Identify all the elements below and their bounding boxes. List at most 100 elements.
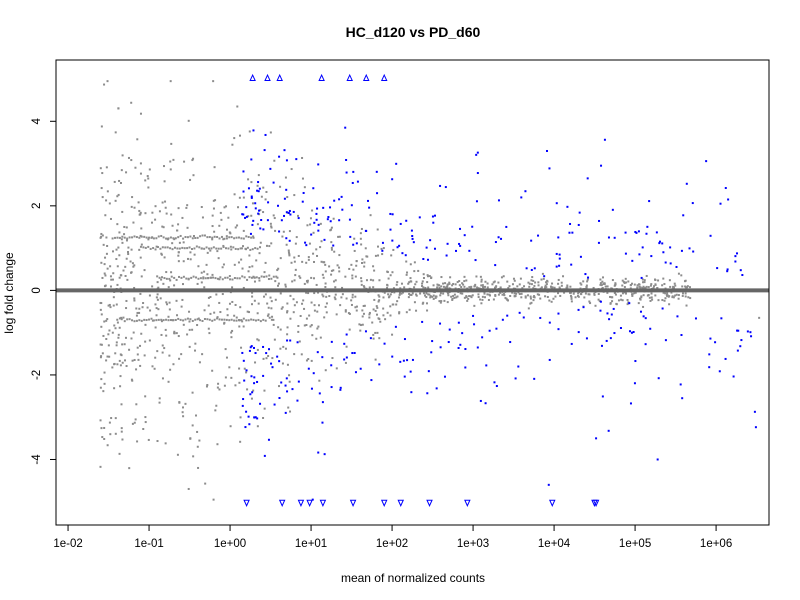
data-point-significant (353, 351, 356, 354)
data-point-nonsignificant (673, 282, 676, 285)
data-point-nonsignificant (459, 292, 462, 295)
data-point-nonsignificant (115, 258, 118, 261)
data-point-nonsignificant (320, 260, 323, 263)
data-point-significant (249, 393, 252, 396)
data-point-nonsignificant (125, 226, 128, 229)
data-point-nonsignificant (317, 291, 320, 294)
clipped-high-marker (362, 73, 370, 82)
data-point-nonsignificant (656, 286, 659, 289)
data-point-significant (430, 351, 433, 354)
data-point-nonsignificant (219, 311, 222, 314)
data-point-nonsignificant (196, 236, 199, 239)
data-point-significant (736, 329, 739, 332)
x-tick-label: 1e+02 (376, 538, 408, 550)
data-point-nonsignificant (373, 298, 376, 301)
data-point-nonsignificant (118, 231, 121, 234)
data-point-nonsignificant (114, 199, 117, 202)
data-point-nonsignificant (100, 427, 103, 430)
data-point-nonsignificant (170, 213, 173, 216)
data-point-nonsignificant (247, 270, 250, 273)
data-point-nonsignificant (294, 268, 297, 271)
data-point-significant (411, 237, 414, 240)
data-point-nonsignificant (488, 293, 491, 296)
data-point-significant (587, 276, 590, 279)
data-point-nonsignificant (638, 283, 641, 286)
data-point-nonsignificant (258, 277, 261, 280)
data-point-nonsignificant (186, 247, 189, 250)
data-point-nonsignificant (286, 333, 289, 336)
data-point-nonsignificant (362, 312, 365, 315)
data-point-nonsignificant (469, 286, 472, 289)
data-point-significant (501, 318, 504, 321)
data-point-nonsignificant (108, 421, 111, 424)
data-point-nonsignificant (311, 209, 314, 212)
data-point-nonsignificant (499, 291, 502, 294)
data-point-nonsignificant (123, 233, 126, 236)
data-point-significant (253, 382, 256, 385)
data-point-nonsignificant (123, 236, 126, 239)
data-point-significant (726, 270, 729, 273)
data-point-nonsignificant (287, 406, 290, 409)
data-point-nonsignificant (600, 284, 603, 287)
data-point-nonsignificant (584, 292, 587, 295)
data-point-nonsignificant (213, 235, 216, 238)
data-point-nonsignificant (173, 330, 176, 333)
data-point-nonsignificant (222, 238, 225, 241)
data-point-nonsignificant (384, 318, 387, 321)
x-tick-label: 1e+01 (295, 538, 327, 550)
data-point-nonsignificant (198, 361, 201, 364)
data-point-nonsignificant (228, 236, 231, 239)
data-point-nonsignificant (257, 339, 260, 342)
data-point-nonsignificant (250, 181, 253, 184)
data-point-nonsignificant (250, 397, 253, 400)
data-point-significant (326, 218, 329, 221)
data-point-nonsignificant (341, 286, 344, 289)
data-point-nonsignificant (216, 443, 219, 446)
data-point-nonsignificant (142, 428, 145, 431)
data-point-nonsignificant (172, 158, 175, 161)
data-point-significant (475, 200, 478, 203)
data-point-significant (252, 346, 255, 349)
data-point-nonsignificant (170, 275, 173, 278)
data-point-nonsignificant (148, 294, 151, 297)
data-point-significant (584, 273, 587, 276)
data-point-nonsignificant (351, 274, 354, 277)
data-point-nonsignificant (241, 320, 244, 323)
data-point-nonsignificant (323, 316, 326, 319)
data-point-nonsignificant (513, 279, 516, 282)
data-point-nonsignificant (165, 237, 168, 240)
data-point-significant (259, 402, 262, 405)
data-point-nonsignificant (294, 242, 297, 245)
data-point-nonsignificant (124, 359, 127, 362)
data-point-nonsignificant (537, 284, 540, 287)
data-point-nonsignificant (519, 277, 522, 280)
data-point-nonsignificant (208, 318, 211, 321)
data-point-nonsignificant (289, 410, 292, 413)
data-point-nonsignificant (189, 258, 192, 261)
data-point-nonsignificant (197, 466, 200, 469)
data-point-nonsignificant (103, 426, 106, 429)
data-point-nonsignificant (239, 306, 242, 309)
data-point-nonsignificant (171, 242, 174, 245)
data-point-nonsignificant (133, 299, 136, 302)
data-point-nonsignificant (118, 236, 121, 239)
data-point-nonsignificant (621, 279, 624, 282)
data-point-nonsignificant (151, 319, 154, 322)
data-point-nonsignificant (234, 247, 237, 250)
data-point-nonsignificant (290, 261, 293, 264)
data-point-nonsignificant (165, 271, 168, 274)
data-point-nonsignificant (101, 234, 104, 237)
data-point-nonsignificant (111, 250, 114, 253)
data-point-nonsignificant (216, 316, 219, 319)
data-point-nonsignificant (570, 296, 573, 299)
data-point-significant (338, 198, 341, 201)
data-point-nonsignificant (475, 275, 478, 278)
data-point-significant (724, 187, 727, 190)
data-point-nonsignificant (413, 261, 416, 264)
data-point-significant (242, 190, 245, 193)
data-point-nonsignificant (133, 206, 136, 209)
data-point-nonsignificant (661, 299, 664, 302)
data-point-significant (495, 327, 498, 330)
data-point-significant (421, 320, 424, 323)
data-point-nonsignificant (411, 292, 414, 295)
